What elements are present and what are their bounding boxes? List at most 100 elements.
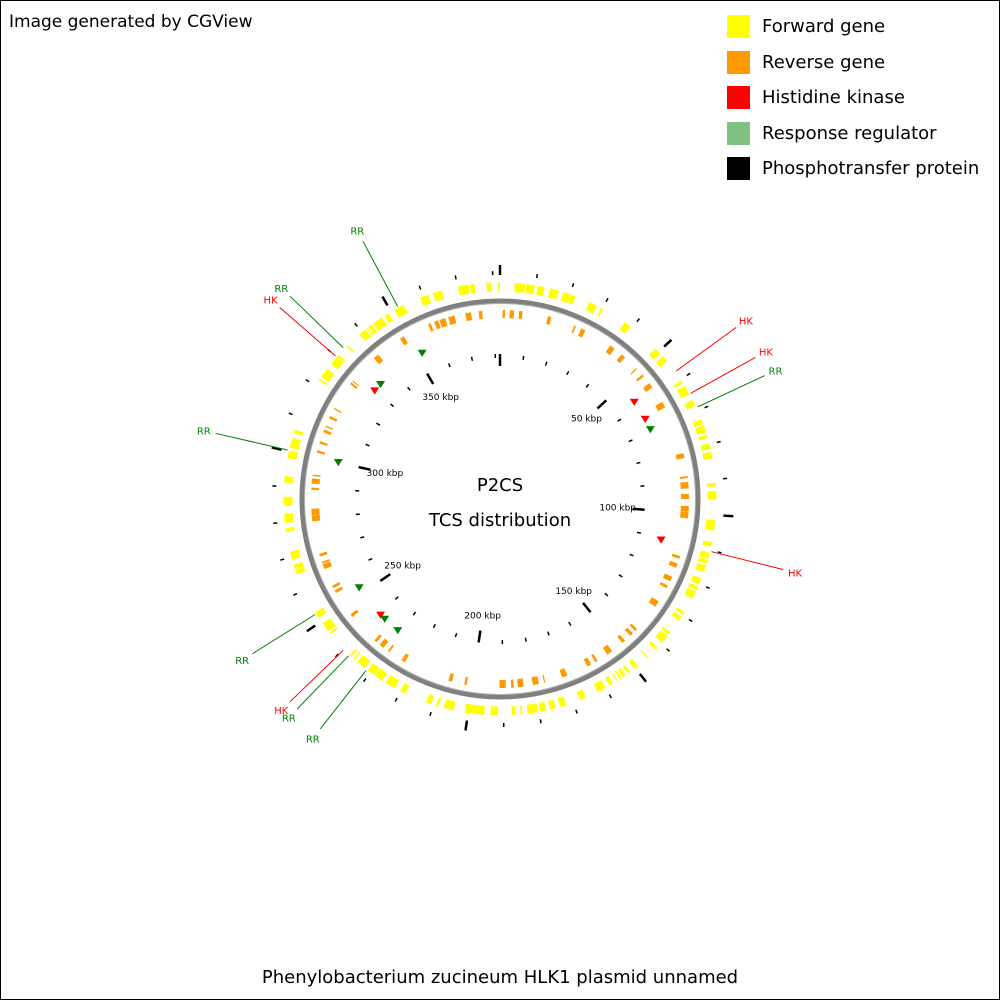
inner-tick [617, 418, 622, 422]
legend-swatch-hpt [727, 157, 750, 181]
forward-gene [337, 354, 346, 362]
forward-gene [372, 317, 387, 332]
reverse-gene [333, 407, 342, 414]
inner-tick [582, 602, 592, 614]
forward-gene [385, 675, 400, 689]
inner-tick [394, 596, 399, 600]
backbone-ring [299, 298, 701, 700]
center-subtitle: TCS distribution [428, 510, 571, 531]
reverse-gene [675, 453, 685, 460]
forward-gene [548, 288, 559, 300]
inner-tick [358, 465, 371, 471]
reverse-gene [322, 561, 332, 570]
forward-gene [464, 703, 477, 715]
outer-tick [638, 673, 648, 683]
forward-gene [548, 699, 556, 710]
inner-tick [432, 623, 436, 629]
legend-item-forward-gene: Forward gene [727, 9, 979, 45]
tcs-callout-line [279, 307, 336, 357]
reverse-gene [350, 609, 359, 618]
outer-tick [381, 296, 389, 306]
inner-tick [596, 399, 608, 410]
forward-gene [699, 550, 710, 559]
legend-item-response-regulator: Response regulator [727, 116, 979, 152]
outer-tick [605, 297, 609, 303]
forward-gene [329, 627, 338, 635]
forward-gene [538, 701, 547, 712]
forward-gene [284, 513, 294, 524]
forward-gene [457, 284, 470, 296]
forward-gene [349, 648, 358, 657]
forward-gene [611, 672, 619, 682]
reverse-gene [334, 586, 344, 593]
inner-tick [376, 422, 381, 426]
tcs-marker [629, 398, 639, 406]
reverse-gene [559, 668, 568, 678]
legend-swatch-reverse [727, 50, 750, 74]
reverse-gene [577, 328, 586, 338]
inner-tick [447, 363, 451, 368]
legend-item-phosphotransfer: Phosphotransfer protein [727, 151, 979, 187]
reverse-gene [648, 597, 659, 607]
inner-tick [566, 370, 570, 376]
legend-label-hpt: Phosphotransfer protein [762, 158, 980, 180]
outer-tick [686, 372, 691, 377]
forward-gene [615, 670, 622, 680]
reverse-gene [680, 511, 689, 519]
inner-tick [629, 553, 634, 557]
inner-tick [426, 372, 435, 385]
forward-gene [318, 378, 328, 386]
map-caption: Phenylobacterium zucineum HLK1 plasmid u… [261, 967, 739, 988]
outer-tick [454, 275, 457, 280]
reverse-gene [439, 318, 448, 328]
credit-text: Image generated by CGView [9, 12, 253, 32]
reverse-gene [531, 676, 539, 686]
forward-gene [443, 699, 456, 711]
reverse-gene [428, 323, 434, 332]
inner-tick [632, 507, 645, 511]
tcs-callout-line [362, 240, 399, 307]
reverse-gene [643, 383, 653, 393]
inner-tick [568, 621, 572, 626]
forward-gene [285, 526, 295, 532]
forward-gene [475, 705, 485, 715]
outer-tick [271, 446, 282, 451]
outer-tick [288, 412, 293, 416]
reverse-gene [671, 553, 681, 559]
tcs-label: HK [264, 296, 279, 307]
reverse-gene [402, 654, 409, 663]
tcs-marker [333, 459, 343, 467]
tick-label: 300 kbp [367, 469, 404, 479]
forward-gene [419, 294, 432, 307]
forward-gene [287, 450, 298, 461]
forward-gene [628, 658, 639, 669]
forward-gene [675, 607, 685, 615]
tcs-marker [645, 426, 655, 434]
reverse-gene [680, 481, 689, 489]
outer-tick [539, 719, 542, 724]
forward-gene [673, 380, 683, 389]
reverse-gene [546, 316, 552, 325]
tcs-label: RR [769, 367, 783, 378]
legend-swatch-rr [727, 121, 750, 145]
forward-gene [293, 429, 304, 436]
tcs-marker [376, 611, 386, 619]
outer-tick [354, 322, 358, 327]
inner-tick [628, 439, 633, 443]
tcs-callout-line [296, 655, 349, 710]
outer-tick [663, 338, 673, 348]
reverse-gene [591, 654, 598, 663]
reverse-gene [325, 425, 334, 430]
tcs-marker [380, 615, 390, 623]
forward-gene [640, 650, 649, 658]
inner-tick [636, 531, 642, 534]
outer-tick [608, 694, 612, 699]
legend-item-reverse-gene: Reverse gene [727, 45, 979, 81]
forward-gene [400, 683, 410, 694]
forward-gene [688, 582, 699, 591]
legend-swatch-forward [727, 15, 750, 39]
outer-tick [571, 282, 575, 288]
legend-label-hk: Histidine kinase [762, 87, 905, 109]
tcs-label: RR [235, 656, 249, 667]
